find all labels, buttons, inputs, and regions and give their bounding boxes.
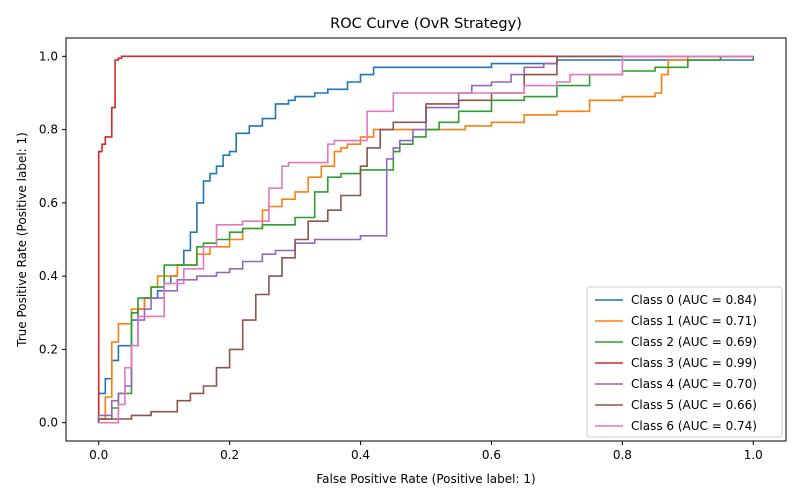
y-tick-label: 0.4: [39, 269, 58, 283]
y-tick-label: 0.6: [39, 196, 58, 210]
x-tick-label: 1.0: [744, 448, 763, 462]
plot-frame: [65, 37, 787, 442]
legend-label: Class 0 (AUC = 0.84): [631, 293, 757, 307]
x-tick-label: 0.8: [613, 448, 632, 462]
x-axis-title: False Positive Rate (Positive label: 1): [316, 472, 535, 486]
y-axis-title: True Positive Rate (Positive label: 1): [15, 132, 29, 348]
chart-title: ROC Curve (OvR Strategy): [330, 16, 522, 32]
y-tick-label: 0.2: [39, 342, 58, 356]
x-tick-label: 0.6: [482, 448, 501, 462]
plot-lines: [97, 55, 755, 424]
x-tick-label: 0.4: [351, 448, 370, 462]
legend-box: [586, 286, 783, 438]
y-tick-label: 0.8: [39, 123, 58, 137]
y-axis-ticks: 0.0 0.2 0.4 0.6 0.8 1.0: [39, 49, 66, 430]
x-tick-label: 0.0: [89, 448, 108, 462]
y-tick-label: 0.0: [39, 416, 58, 430]
roc-series-class-6: [98, 55, 754, 424]
legend-label: Class 4 (AUC = 0.70): [631, 377, 757, 391]
roc-series-class-0: [97, 56, 755, 423]
legend-label: Class 2 (AUC = 0.69): [631, 335, 757, 349]
y-tick-label: 1.0: [39, 49, 58, 63]
legend-label: Class 3 (AUC = 0.99): [631, 356, 757, 370]
legend: Class 0 (AUC = 0.84) Class 1 (AUC = 0.71)…: [586, 286, 783, 438]
legend-label: Class 6 (AUC = 0.74): [631, 419, 757, 433]
roc-series-class-3: [97, 55, 754, 423]
roc-series-class-5: [97, 55, 754, 423]
legend-label: Class 5 (AUC = 0.66): [631, 398, 757, 412]
legend-label: Class 1 (AUC = 0.71): [631, 314, 757, 328]
x-tick-label: 0.2: [220, 448, 239, 462]
x-axis-ticks: 0.0 0.2 0.4 0.6 0.8 1.0: [89, 441, 763, 462]
